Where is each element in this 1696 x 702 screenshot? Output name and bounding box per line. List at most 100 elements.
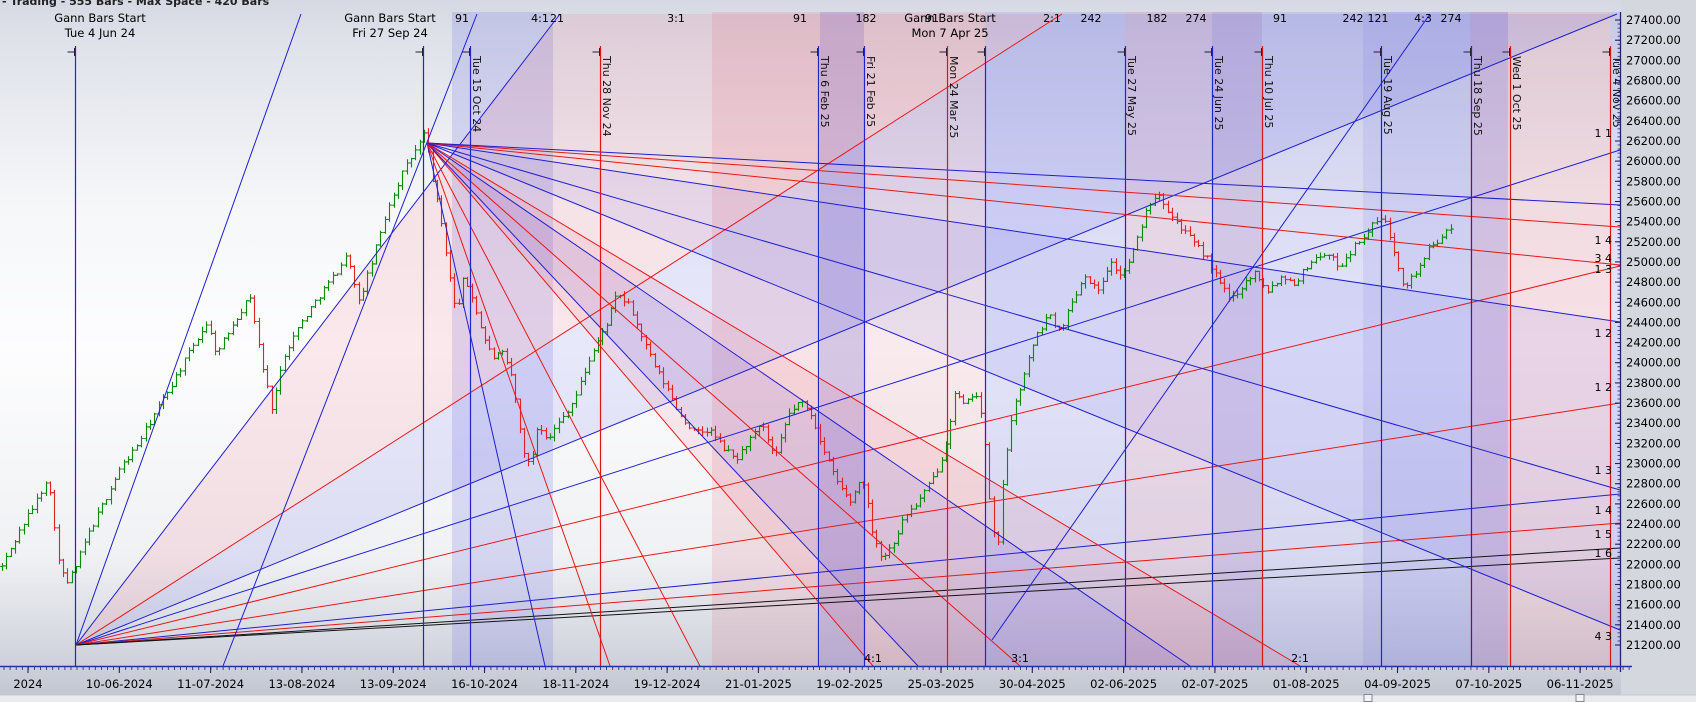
gann-fan-lines [75, 13, 1621, 667]
date-line-label: Tue 19 Aug 25 [1381, 55, 1394, 135]
ohlc-bar [1322, 253, 1327, 258]
time-axis-label: 01-08-2025 [1273, 677, 1340, 691]
gann-fan-line[interactable] [426, 142, 1191, 667]
ohlc-bar [713, 425, 718, 441]
time-axis-label: 13-08-2024 [268, 677, 335, 691]
line-anchor-icon [1373, 48, 1381, 56]
date-line-label: Fri 21 Feb 25 [864, 56, 877, 127]
gann-fan-line[interactable] [426, 142, 1621, 206]
gann-fan-line[interactable] [426, 142, 546, 667]
ohlc-bar [961, 394, 966, 405]
ohlc-bar [30, 505, 35, 515]
ohlc-bar [874, 529, 879, 548]
gann-fan-line[interactable] [75, 547, 1621, 646]
ohlc-bar [1248, 276, 1253, 286]
ohlc-bar [848, 493, 853, 506]
gann-fan-line[interactable] [75, 402, 1621, 646]
gann-fan-line[interactable] [75, 265, 1621, 646]
gann-fan-line[interactable] [75, 13, 1063, 646]
price-axis-label: 22200.00 [1626, 537, 1681, 551]
gann-fan-line[interactable] [75, 13, 1618, 646]
time-axis-label: 02-06-2025 [1090, 677, 1157, 691]
ohlc-bar [1009, 415, 1014, 452]
gann-start-date: Mon 7 Apr 25 [911, 26, 988, 40]
line-anchor-icon [939, 48, 947, 56]
gann-fan-line[interactable] [426, 142, 701, 667]
ohlc-bar [1048, 314, 1053, 320]
date-line-label: Thu 18 Sep 25 [1471, 55, 1484, 136]
price-axis-label: 21600.00 [1626, 598, 1681, 612]
scroll-handle-box[interactable] [1363, 694, 1373, 702]
cycle-count-label: 4:1 [531, 12, 549, 25]
ohlc-bar [1296, 278, 1301, 287]
cycle-count-label: 182 [1147, 12, 1168, 25]
ohlc-bar [91, 524, 96, 532]
ohlc-bar [474, 295, 479, 315]
gann-fan-line[interactable] [991, 13, 1431, 641]
price-axis-label: 25800.00 [1626, 174, 1681, 188]
fan-ratio-label: 4:1 [864, 652, 882, 665]
gann-fan-line[interactable] [75, 493, 1621, 646]
gann-fan-line[interactable] [426, 142, 1621, 266]
price-axis-label: 23000.00 [1626, 457, 1681, 471]
bottom-scroll-strip[interactable] [0, 695, 1696, 702]
price-axis-label: 23600.00 [1626, 396, 1681, 410]
time-axis-label: 02-07-2025 [1181, 677, 1248, 691]
gann-fan-line[interactable] [75, 13, 302, 646]
ohlc-bar [974, 392, 979, 399]
ohlc-bar [139, 435, 144, 448]
ohlc-bar [165, 391, 170, 400]
ohlc-bar [487, 335, 492, 351]
gann-fan-line[interactable] [75, 13, 561, 646]
ohlc-bar [587, 356, 592, 375]
ohlc-bar [17, 526, 22, 544]
date-line-label: Thu 6 Feb 25 [818, 55, 831, 128]
gann-fan-line[interactable] [426, 142, 874, 667]
line-anchor-icon [1204, 48, 1212, 56]
gann-start-title: Gann Bars Start [344, 11, 436, 25]
price-axis[interactable]: 27400.00 27200.00 27000.00 26800.00 26600.00… [1615, 12, 1681, 672]
ohlc-bar [1109, 258, 1114, 276]
ohlc-bar [1348, 250, 1353, 263]
time-minor-ticks [3, 667, 1630, 670]
gann-fan-line[interactable] [222, 13, 478, 667]
price-axis-label: 22600.00 [1626, 497, 1681, 511]
cycle-count-label: 91 [925, 12, 939, 25]
time-axis[interactable]: 2024 10-06-2024 11-07-2024 13-08-2024 13-09-… [0, 665, 1632, 692]
ohlc-bar [648, 341, 653, 357]
cycle-count-label: 274 [1441, 12, 1462, 25]
fan-bottom-labels: 4:1 3:1 2:1 [864, 652, 1309, 665]
gann-fan-line[interactable] [75, 149, 1621, 646]
price-axis-label: 24400.00 [1626, 315, 1681, 329]
gann-fan-line[interactable] [426, 142, 1621, 631]
price-axis-label: 21800.00 [1626, 578, 1681, 592]
time-axis-label: 10-06-2024 [86, 677, 153, 691]
scroll-handle-box[interactable] [1575, 694, 1585, 702]
ohlc-bar [996, 531, 1001, 546]
price-axis-label: 25000.00 [1626, 255, 1681, 269]
fan-ratio-edge-label: 1 1 [1595, 127, 1613, 140]
ohlc-bar [1035, 331, 1040, 346]
gann-fan-line[interactable] [426, 142, 919, 667]
ohlc-bar [452, 273, 457, 309]
ohlc-bar [413, 145, 418, 161]
gann-fan-line[interactable] [75, 522, 1621, 646]
gann-fan-line[interactable] [426, 142, 1301, 667]
time-band [1508, 12, 1610, 666]
ohlc-bar [987, 442, 992, 500]
price-axis-label: 21400.00 [1626, 618, 1681, 632]
price-axis-label: 26000.00 [1626, 154, 1681, 168]
gann-fan-line[interactable] [426, 142, 611, 667]
gann-fan-line[interactable] [426, 142, 1021, 667]
cycle-count-label: 274 [1186, 12, 1207, 25]
gann-fan-line[interactable] [426, 142, 1621, 323]
gann-fan-line[interactable] [426, 142, 1621, 491]
price-axis-label: 26600.00 [1626, 94, 1681, 108]
fan-ratio-edge-label: 1 4 [1595, 234, 1613, 247]
date-line-label: Thu 10 Jul 25 [1262, 55, 1275, 128]
gann-fan-line[interactable] [75, 557, 1621, 646]
gann-start-title: Gann Bars Start [54, 11, 146, 25]
line-anchor-icon [1502, 48, 1510, 56]
gann-fan-line[interactable] [426, 142, 1621, 228]
